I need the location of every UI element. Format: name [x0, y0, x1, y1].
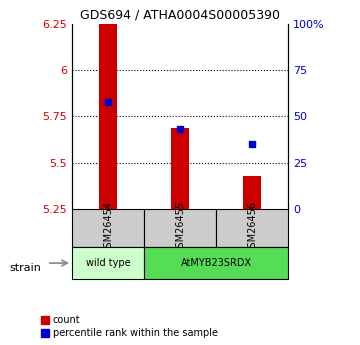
Title: GDS694 / ATHA0004S00005390: GDS694 / ATHA0004S00005390 [80, 9, 280, 22]
Bar [72, 247, 144, 279]
Bar [144, 247, 288, 279]
Text: wild type: wild type [86, 258, 130, 268]
Text: GSM26455: GSM26455 [175, 201, 185, 254]
Legend: count, percentile rank within the sample: count, percentile rank within the sample [41, 315, 217, 338]
Bar [243, 176, 261, 209]
Text: GSM26456: GSM26456 [247, 201, 257, 254]
Text: GSM26454: GSM26454 [103, 201, 113, 254]
Bar [171, 128, 189, 209]
Text: strain: strain [9, 264, 41, 273]
Text: AtMYB23SRDX: AtMYB23SRDX [180, 258, 252, 268]
Bar [99, 24, 117, 209]
Bar [72, 209, 144, 247]
Bar [216, 209, 288, 247]
Bar [144, 209, 216, 247]
